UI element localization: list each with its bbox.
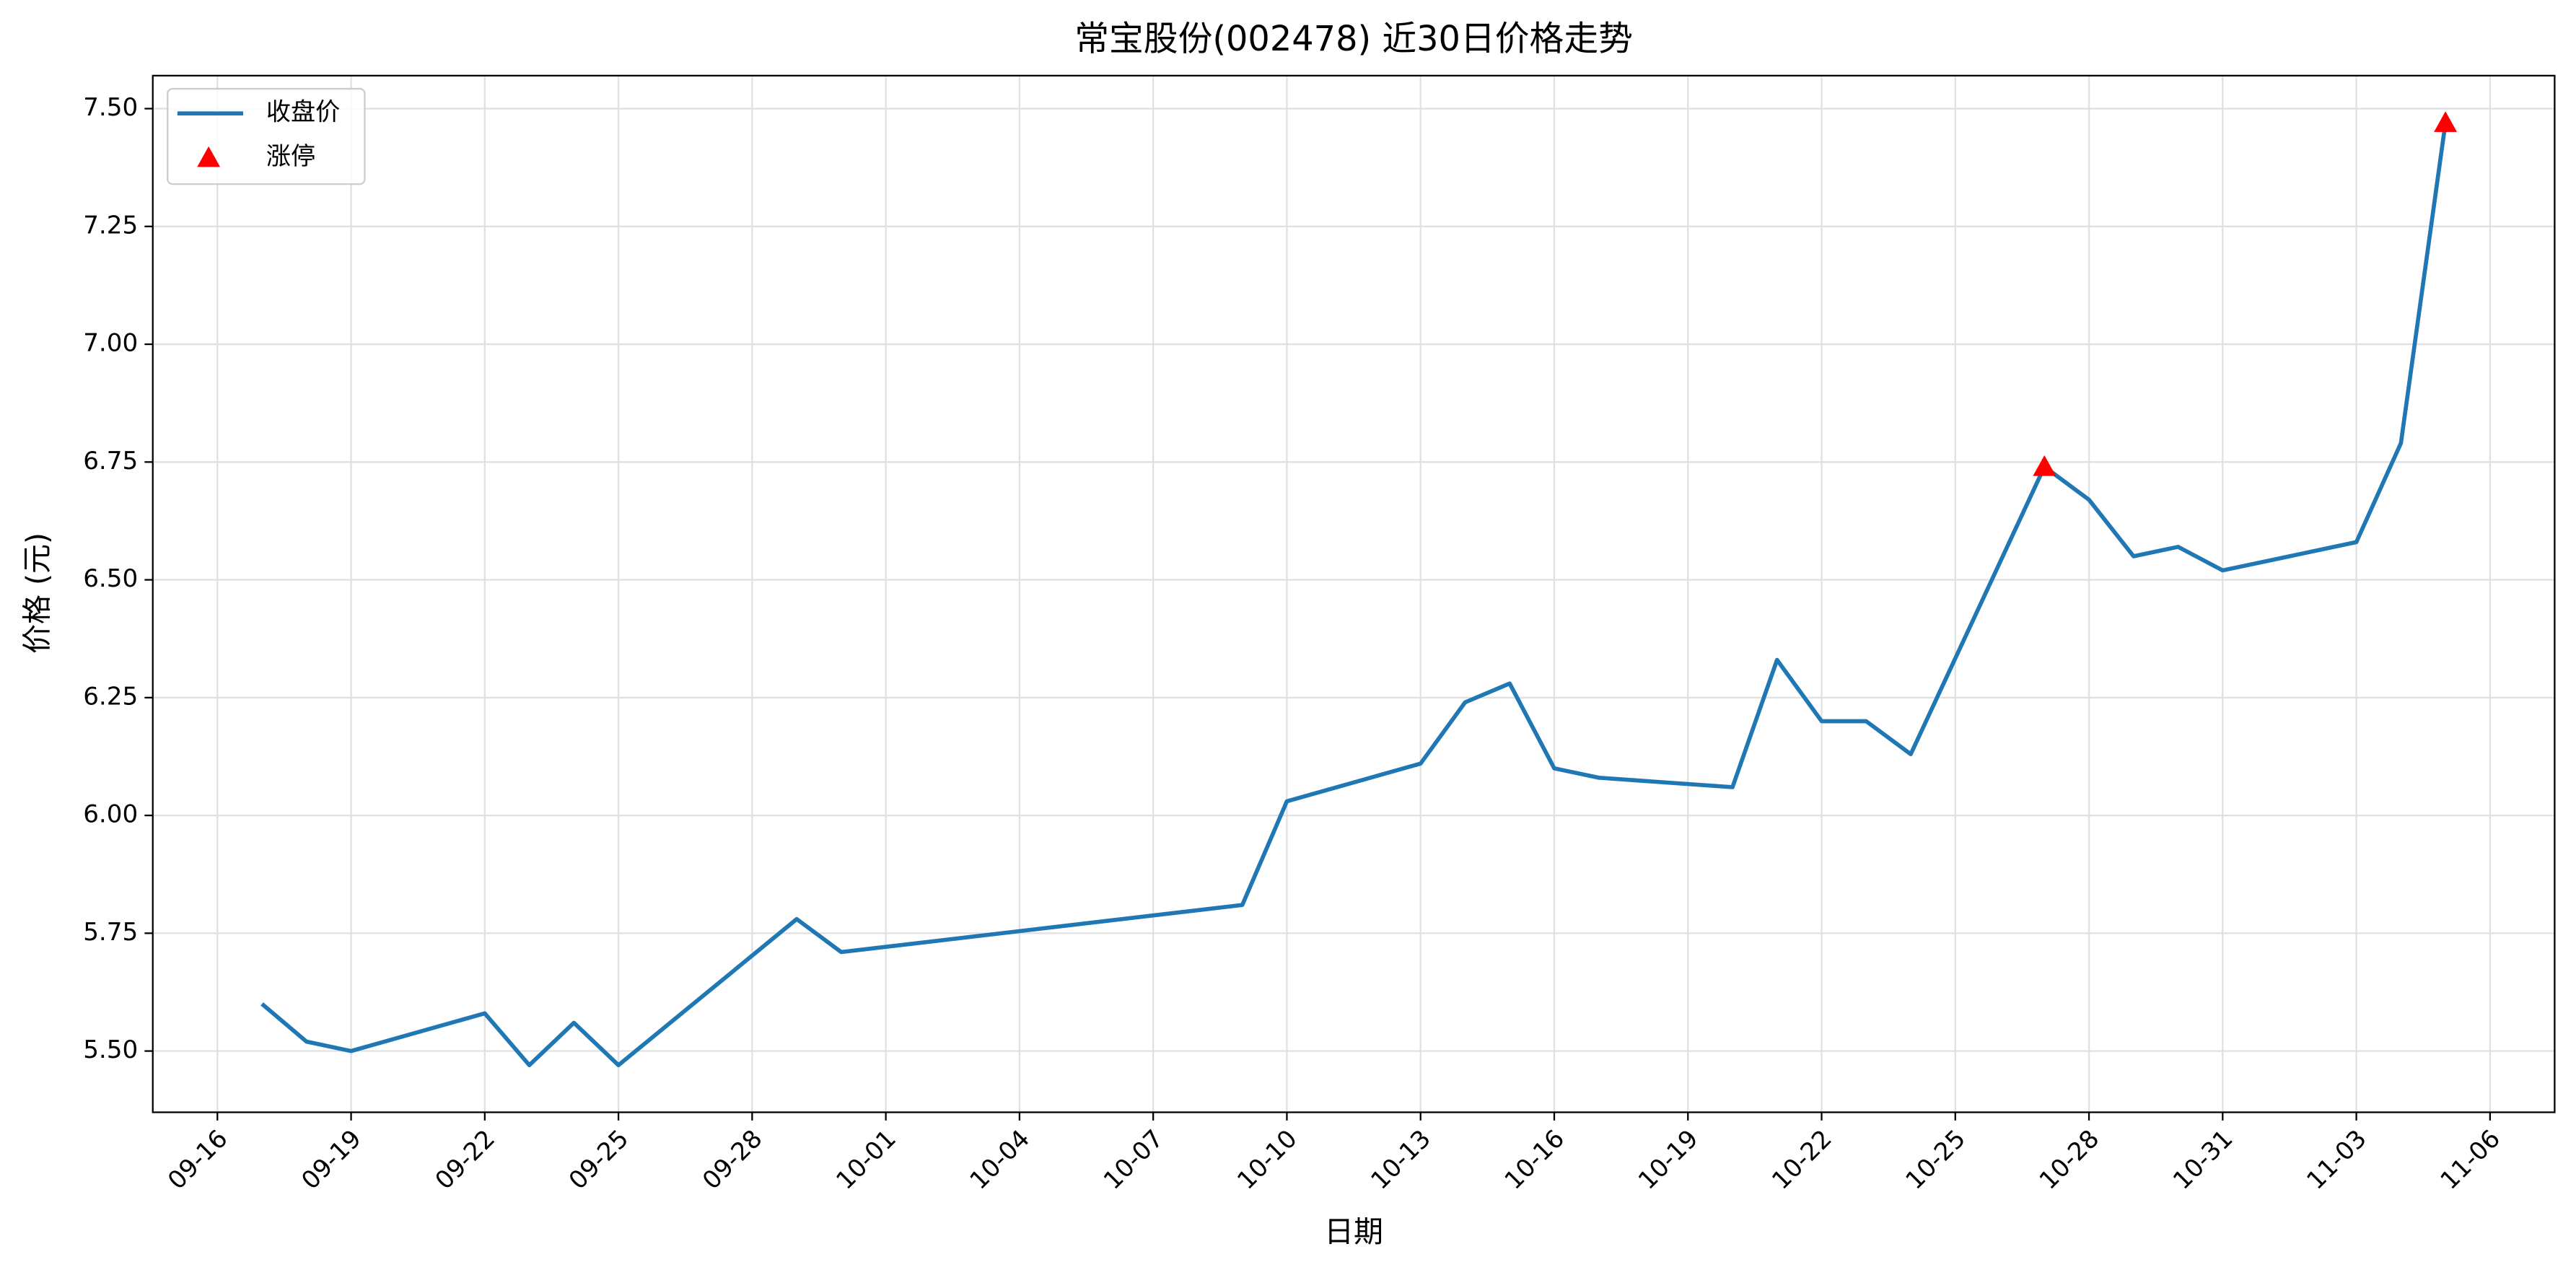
axes-frame	[152, 74, 2556, 1113]
y-tick-label: 7.50	[83, 93, 138, 122]
y-tick-label: 5.50	[83, 1035, 138, 1064]
legend-label: 涨停	[266, 142, 315, 171]
y-tick-label: 6.00	[83, 800, 138, 829]
chart-title: 常宝股份(002478) 近30日价格走势	[1074, 19, 1633, 59]
y-tick-label: 7.25	[83, 211, 138, 240]
legend-swatch	[197, 146, 221, 167]
y-tick-label: 5.75	[83, 918, 138, 947]
limit-up-marker	[2434, 111, 2458, 132]
x-axis-label: 日期	[1324, 1214, 1383, 1249]
y-tick-label: 7.00	[83, 329, 138, 358]
grid	[152, 75, 2555, 1113]
legend-label: 收盘价	[266, 98, 340, 127]
y-axis-label: 价格 (元)	[20, 533, 55, 654]
y-tick-label: 6.50	[83, 564, 138, 593]
plot-area	[260, 111, 2458, 1068]
limit-up-marker	[2033, 455, 2056, 476]
y-tick-label: 6.75	[83, 447, 138, 476]
price-line	[260, 122, 2448, 1068]
y-tick-label: 6.25	[83, 682, 138, 711]
